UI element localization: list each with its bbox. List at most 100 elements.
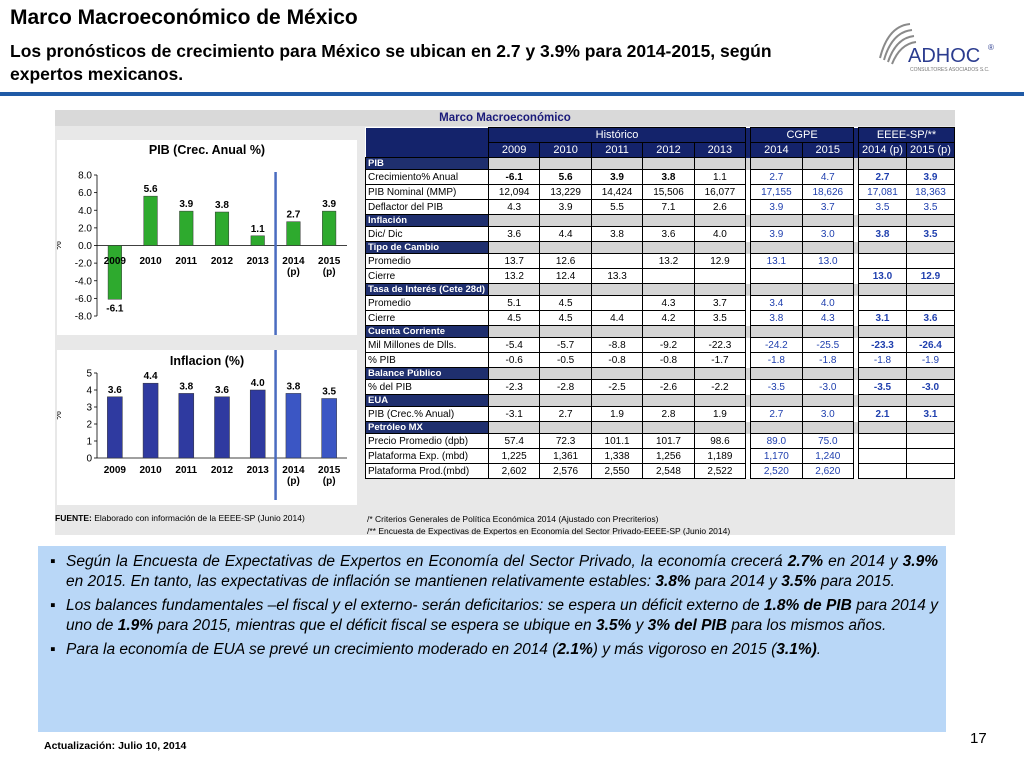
section-cell — [853, 241, 859, 254]
section-cell — [801, 394, 855, 407]
eeee-value — [858, 448, 907, 464]
y-tick-label: 3 — [86, 403, 92, 414]
section-cell — [853, 157, 859, 170]
category-label: 2015 — [318, 465, 341, 476]
bar — [107, 245, 122, 300]
gap — [745, 142, 751, 158]
hist-value: 4.0 — [693, 226, 747, 242]
y-axis-label: % — [57, 241, 64, 250]
table-section-row: PIB — [365, 157, 956, 170]
table-row: Promedio 13.7 12.6 13.2 12.9 13.1 13.0 — [365, 253, 956, 269]
y-tick-label: 1 — [86, 437, 92, 448]
cgpe-value: 13.0 — [801, 253, 855, 269]
hist-value: -2.2 — [693, 379, 747, 395]
cgpe-value: 17,155 — [750, 184, 803, 200]
bar — [214, 396, 230, 459]
inflation-chart-title: Inflacion (%) — [169, 354, 245, 368]
table-row: PIB Nominal (MMP) 12,094 13,229 14,424 15,50… — [365, 184, 956, 200]
row-label: Deflactor del PIB — [365, 199, 489, 215]
section-cell — [801, 367, 855, 380]
section-cell — [642, 157, 695, 170]
y-tick-label: 8.0 — [78, 171, 92, 182]
footnote-2: /** Encuesta de Expectivas de Expertos e… — [367, 526, 731, 536]
section-cell — [590, 325, 644, 338]
section-cell — [539, 214, 592, 227]
category-label: 2011 — [175, 256, 197, 267]
table-row: % PIB -0.6 -0.5 -0.8 -0.8 -1.7 -1.8 -1.8 -1.8 -1.… — [365, 352, 956, 368]
table-row: Plataforma Exp. (mbd) 1,225 1,361 1,338 1,25… — [365, 448, 956, 464]
cgpe-value: -1.8 — [801, 352, 855, 368]
hist-value: 3.5 — [693, 310, 747, 326]
page-title: Marco Macroeconómico de México — [10, 6, 358, 29]
table-section-row: Petróleo MX — [365, 421, 956, 434]
category-label: 2013 — [247, 465, 270, 476]
table-row: Precio Promedio (dpb) 57.4 72.3 101.1 101.7 9… — [365, 433, 956, 449]
logo-text: ADHOC — [908, 45, 980, 67]
category-label: (p) — [287, 476, 300, 487]
table-row: Cierre 4.5 4.5 4.4 4.2 3.5 3.8 4.3 3.1 3.6 — [365, 310, 956, 326]
section-cell — [801, 157, 855, 170]
section-cell — [858, 214, 907, 227]
cgpe-value — [801, 268, 855, 284]
hist-value: 101.1 — [590, 433, 644, 449]
section-cell — [693, 325, 747, 338]
cgpe-value: 3.8 — [750, 310, 803, 326]
y-tick-label: 5 — [86, 369, 92, 380]
table-row: Plataforma Prod.(mbd) 2,602 2,576 2,550 2,54… — [365, 463, 956, 479]
hist-value: 1,361 — [539, 448, 592, 464]
data-label: 3.8 — [215, 200, 229, 211]
bar — [107, 396, 123, 459]
cgpe-value: 3.0 — [801, 406, 855, 422]
pib-chart-svg: 8.0 6.0 4.0 2.0 0.0 -2.0 -4.0 -6.0 -8.0% -6.1 2009… — [57, 171, 347, 335]
y-tick-label: 0 — [86, 454, 92, 465]
section-cell — [745, 157, 751, 170]
section-cell — [750, 394, 803, 407]
cgpe-value: 4.3 — [801, 310, 855, 326]
hist-value: 7.1 — [642, 199, 695, 215]
row-label: Crecimiento% Anual — [365, 169, 489, 185]
eeee-value: 3.5 — [905, 226, 956, 242]
section-cell — [642, 421, 695, 434]
section-cell — [487, 325, 541, 338]
section-cell — [693, 214, 747, 227]
y-tick-label: -2.0 — [75, 259, 93, 270]
hist-value: 2,522 — [693, 463, 747, 479]
section-cell — [853, 283, 859, 296]
bar — [285, 393, 302, 459]
section-cell — [539, 367, 592, 380]
year-header: 2013 — [693, 142, 747, 158]
hist-value: 3.7 — [693, 295, 747, 311]
row-label: Plataforma Exp. (mbd) — [365, 448, 489, 464]
category-label: 2010 — [139, 256, 162, 267]
hist-value: 2.8 — [642, 406, 695, 422]
eeee-value — [905, 253, 956, 269]
hist-value: 15,506 — [642, 184, 695, 200]
section-cell — [642, 394, 695, 407]
hist-value: -8.8 — [590, 337, 644, 353]
hist-value: 4.4 — [539, 226, 592, 242]
inflation-chart: Inflacion (%) 5 4 3 2 1 0% 3.6 2009 4.4 2010 3.8 20… — [57, 350, 357, 505]
section-cell — [750, 214, 803, 227]
cgpe-value: 3.4 — [750, 295, 803, 311]
section-label: Cuenta Corriente — [365, 325, 489, 338]
y-tick-label: -8.0 — [75, 312, 93, 323]
table-section-row: Tasa de Interés (Cete 28d) — [365, 283, 956, 296]
section-cell — [858, 421, 907, 434]
hist-value — [693, 268, 747, 284]
section-cell — [590, 367, 644, 380]
section-cell — [745, 394, 751, 407]
hist-value: 4.5 — [487, 310, 541, 326]
hist-value: 13.2 — [487, 268, 541, 284]
section-cell — [539, 241, 592, 254]
row-label: Plataforma Prod.(mbd) — [365, 463, 489, 479]
section-cell — [693, 283, 747, 296]
section-cell — [745, 421, 751, 434]
section-label: Tipo de Cambio — [365, 241, 489, 254]
section-cell — [750, 283, 803, 296]
cgpe-value: 3.9 — [750, 199, 803, 215]
data-label: 4.0 — [251, 378, 265, 389]
section-cell — [801, 421, 855, 434]
eeee-value: 3.5 — [858, 199, 907, 215]
macro-panel: Marco Macroeconómico PIB (Crec. Anual %)… — [55, 110, 956, 536]
hist-value: -9.2 — [642, 337, 695, 353]
